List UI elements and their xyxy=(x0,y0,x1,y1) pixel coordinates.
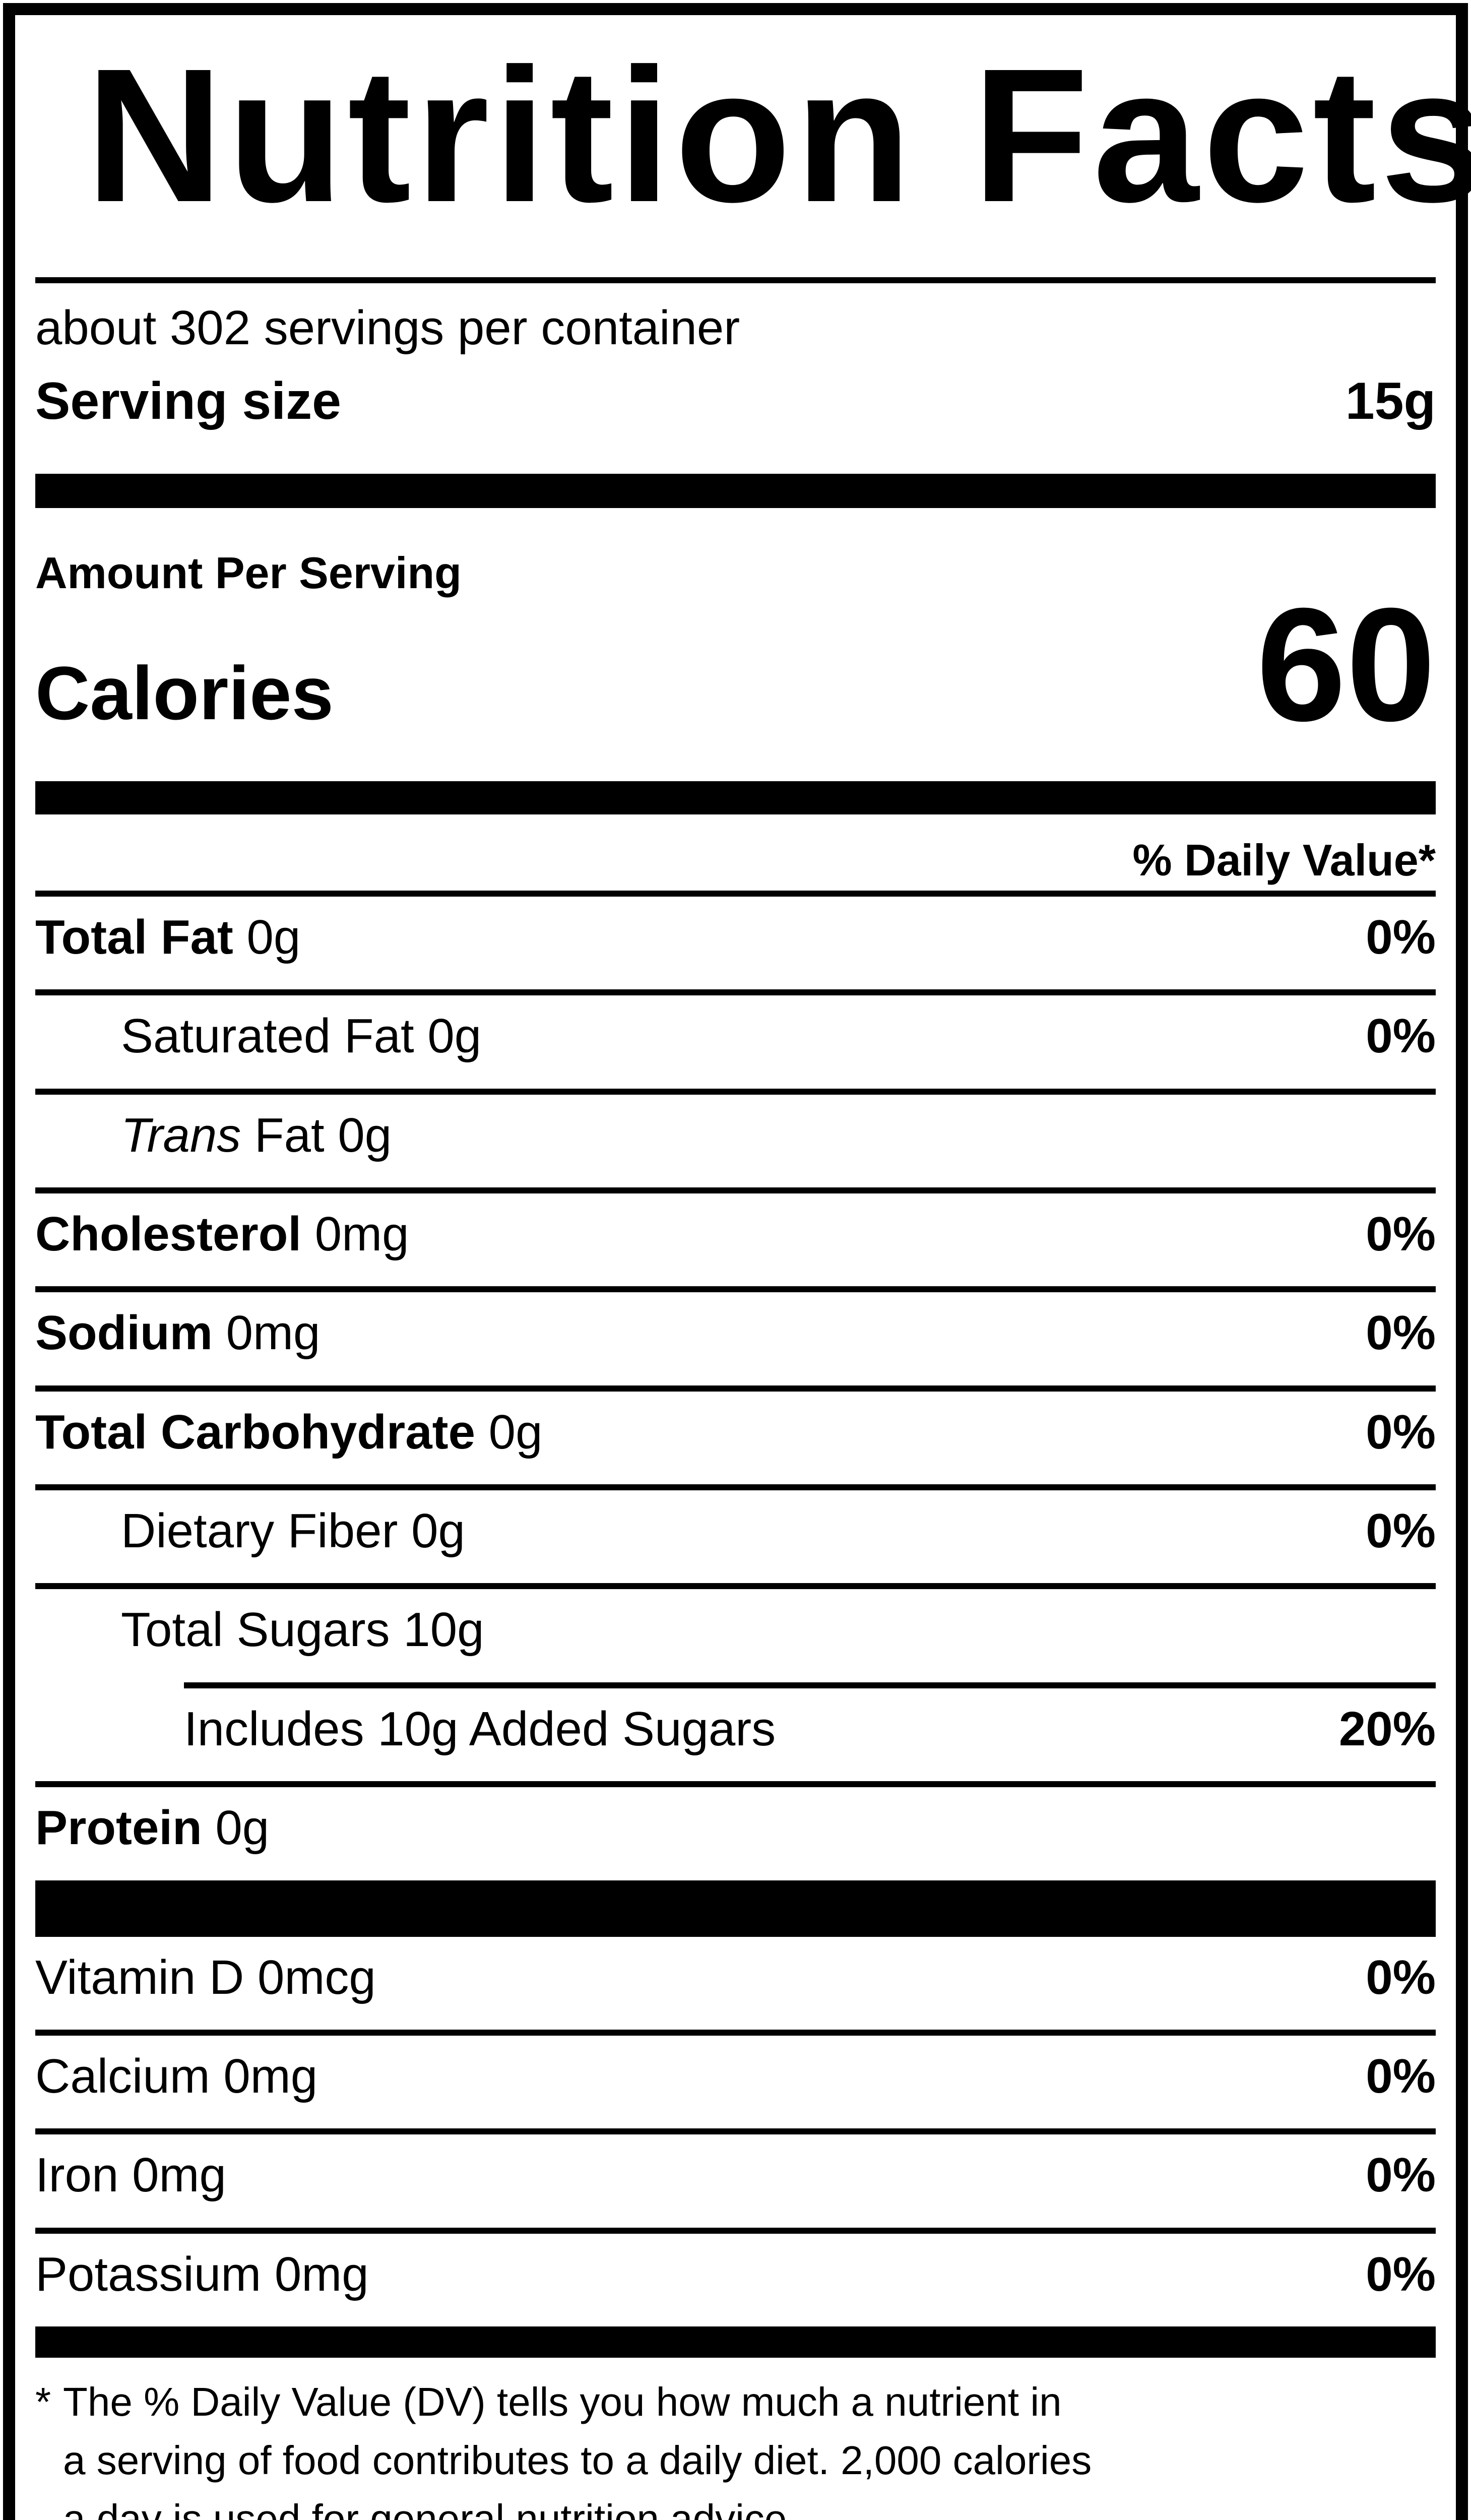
vitamin-name: Potassium 0mg xyxy=(35,2247,369,2301)
serving-size-row: Serving size 15g xyxy=(35,371,1436,432)
nutrient-name: Dietary Fiber 0g xyxy=(121,1504,465,1558)
nutrient-name: Sodium 0mg xyxy=(35,1306,321,1360)
thick-bar-calories xyxy=(35,781,1436,814)
nutrient-row-dietary-fiber: Dietary Fiber 0g 0% xyxy=(35,1484,1436,1583)
vitamin-row-vitamin-d: Vitamin D 0mcg 0% xyxy=(35,1937,1436,2030)
nutrient-name: Includes 10g Added Sugars xyxy=(184,1702,776,1756)
added-sugars-separator xyxy=(184,1682,1436,1688)
percent-daily-value: 0% xyxy=(1366,1009,1436,1063)
label-title: Nutrition Facts xyxy=(86,29,1471,242)
nutrient-name: Protein 0g xyxy=(35,1801,270,1855)
vitamin-name: Calcium 0mg xyxy=(35,2049,318,2104)
nutrient-row-saturated-fat: Saturated Fat 0g 0% xyxy=(35,989,1436,1088)
percent-daily-value: 20% xyxy=(1338,1702,1436,1756)
title-divider xyxy=(35,277,1436,283)
thick-bar-serving xyxy=(35,473,1436,508)
serving-size-value: 15g xyxy=(1345,372,1436,431)
vitamin-name: Iron 0mg xyxy=(35,2148,226,2202)
percent-daily-value: 0% xyxy=(1366,1950,1436,2004)
vitamin-row-iron: Iron 0mg 0% xyxy=(35,2128,1436,2227)
nutrient-name: Total Carbohydrate 0g xyxy=(35,1405,543,1459)
daily-value-header: % Daily Value* xyxy=(1132,835,1436,885)
thick-bar-protein xyxy=(35,1880,1436,1937)
nutrient-name: Total Sugars 10g xyxy=(121,1603,484,1657)
nutrient-row-total-carbohydrate: Total Carbohydrate 0g 0% xyxy=(35,1385,1436,1484)
percent-daily-value: 0% xyxy=(1366,910,1436,964)
thick-bar-footnote xyxy=(35,2326,1436,2358)
nutrient-rows: Total Fat 0g 0% Saturated Fat 0g 0% Tran… xyxy=(35,890,1436,1880)
calories-row: Calories 60 xyxy=(35,574,1436,755)
nutrient-row-sodium: Sodium 0mg 0% xyxy=(35,1286,1436,1385)
nutrient-row-added-sugars: Includes 10g Added Sugars 20% xyxy=(35,1688,1436,1781)
footnote-text: The % Daily Value (DV) tells you how muc… xyxy=(63,2379,1092,2520)
percent-daily-value: 0% xyxy=(1366,1207,1436,1261)
nutrient-row-total-fat: Total Fat 0g 0% xyxy=(35,897,1436,989)
nutrient-row-total-sugars: Total Sugars 10g xyxy=(35,1583,1436,1682)
percent-daily-value: 0% xyxy=(1366,1405,1436,1459)
vitamin-row-calcium: Calcium 0mg 0% xyxy=(35,2030,1436,2128)
footnote: * The % Daily Value (DV) tells you how m… xyxy=(35,2373,1436,2520)
servings-per-container: about 302 servings per container xyxy=(35,301,740,355)
percent-daily-value: 0% xyxy=(1366,2148,1436,2202)
nutrient-row-trans-fat: Trans Fat 0g xyxy=(35,1088,1436,1187)
vitamin-name: Vitamin D 0mcg xyxy=(35,1950,376,2004)
calories-label: Calories xyxy=(35,650,334,735)
percent-daily-value: 0% xyxy=(1366,2247,1436,2301)
vitamin-row-potassium: Potassium 0mg 0% xyxy=(35,2227,1436,2326)
percent-daily-value: 0% xyxy=(1366,1306,1436,1360)
percent-daily-value: 0% xyxy=(1366,2049,1436,2104)
nutrient-row-protein: Protein 0g xyxy=(35,1781,1436,1880)
calories-value: 60 xyxy=(1256,574,1436,755)
vitamin-rows: Vitamin D 0mcg 0% Calcium 0mg 0% Iron 0m… xyxy=(35,1937,1436,2327)
nutrient-name: Total Fat 0g xyxy=(35,910,301,964)
nutrient-name: Saturated Fat 0g xyxy=(121,1009,482,1063)
percent-daily-value: 0% xyxy=(1366,1504,1436,1558)
footnote-asterisk: * xyxy=(35,2379,51,2425)
amount-per-serving-label: Amount Per Serving xyxy=(35,547,462,598)
nutrient-name: Trans Fat 0g xyxy=(121,1108,392,1162)
nutrition-facts-label: Nutrition Facts about 302 servings per c… xyxy=(3,3,1471,2520)
nutrient-name: Cholesterol 0mg xyxy=(35,1207,409,1261)
serving-size-label: Serving size xyxy=(35,372,341,431)
nutrient-row-cholesterol: Cholesterol 0mg 0% xyxy=(35,1187,1436,1286)
